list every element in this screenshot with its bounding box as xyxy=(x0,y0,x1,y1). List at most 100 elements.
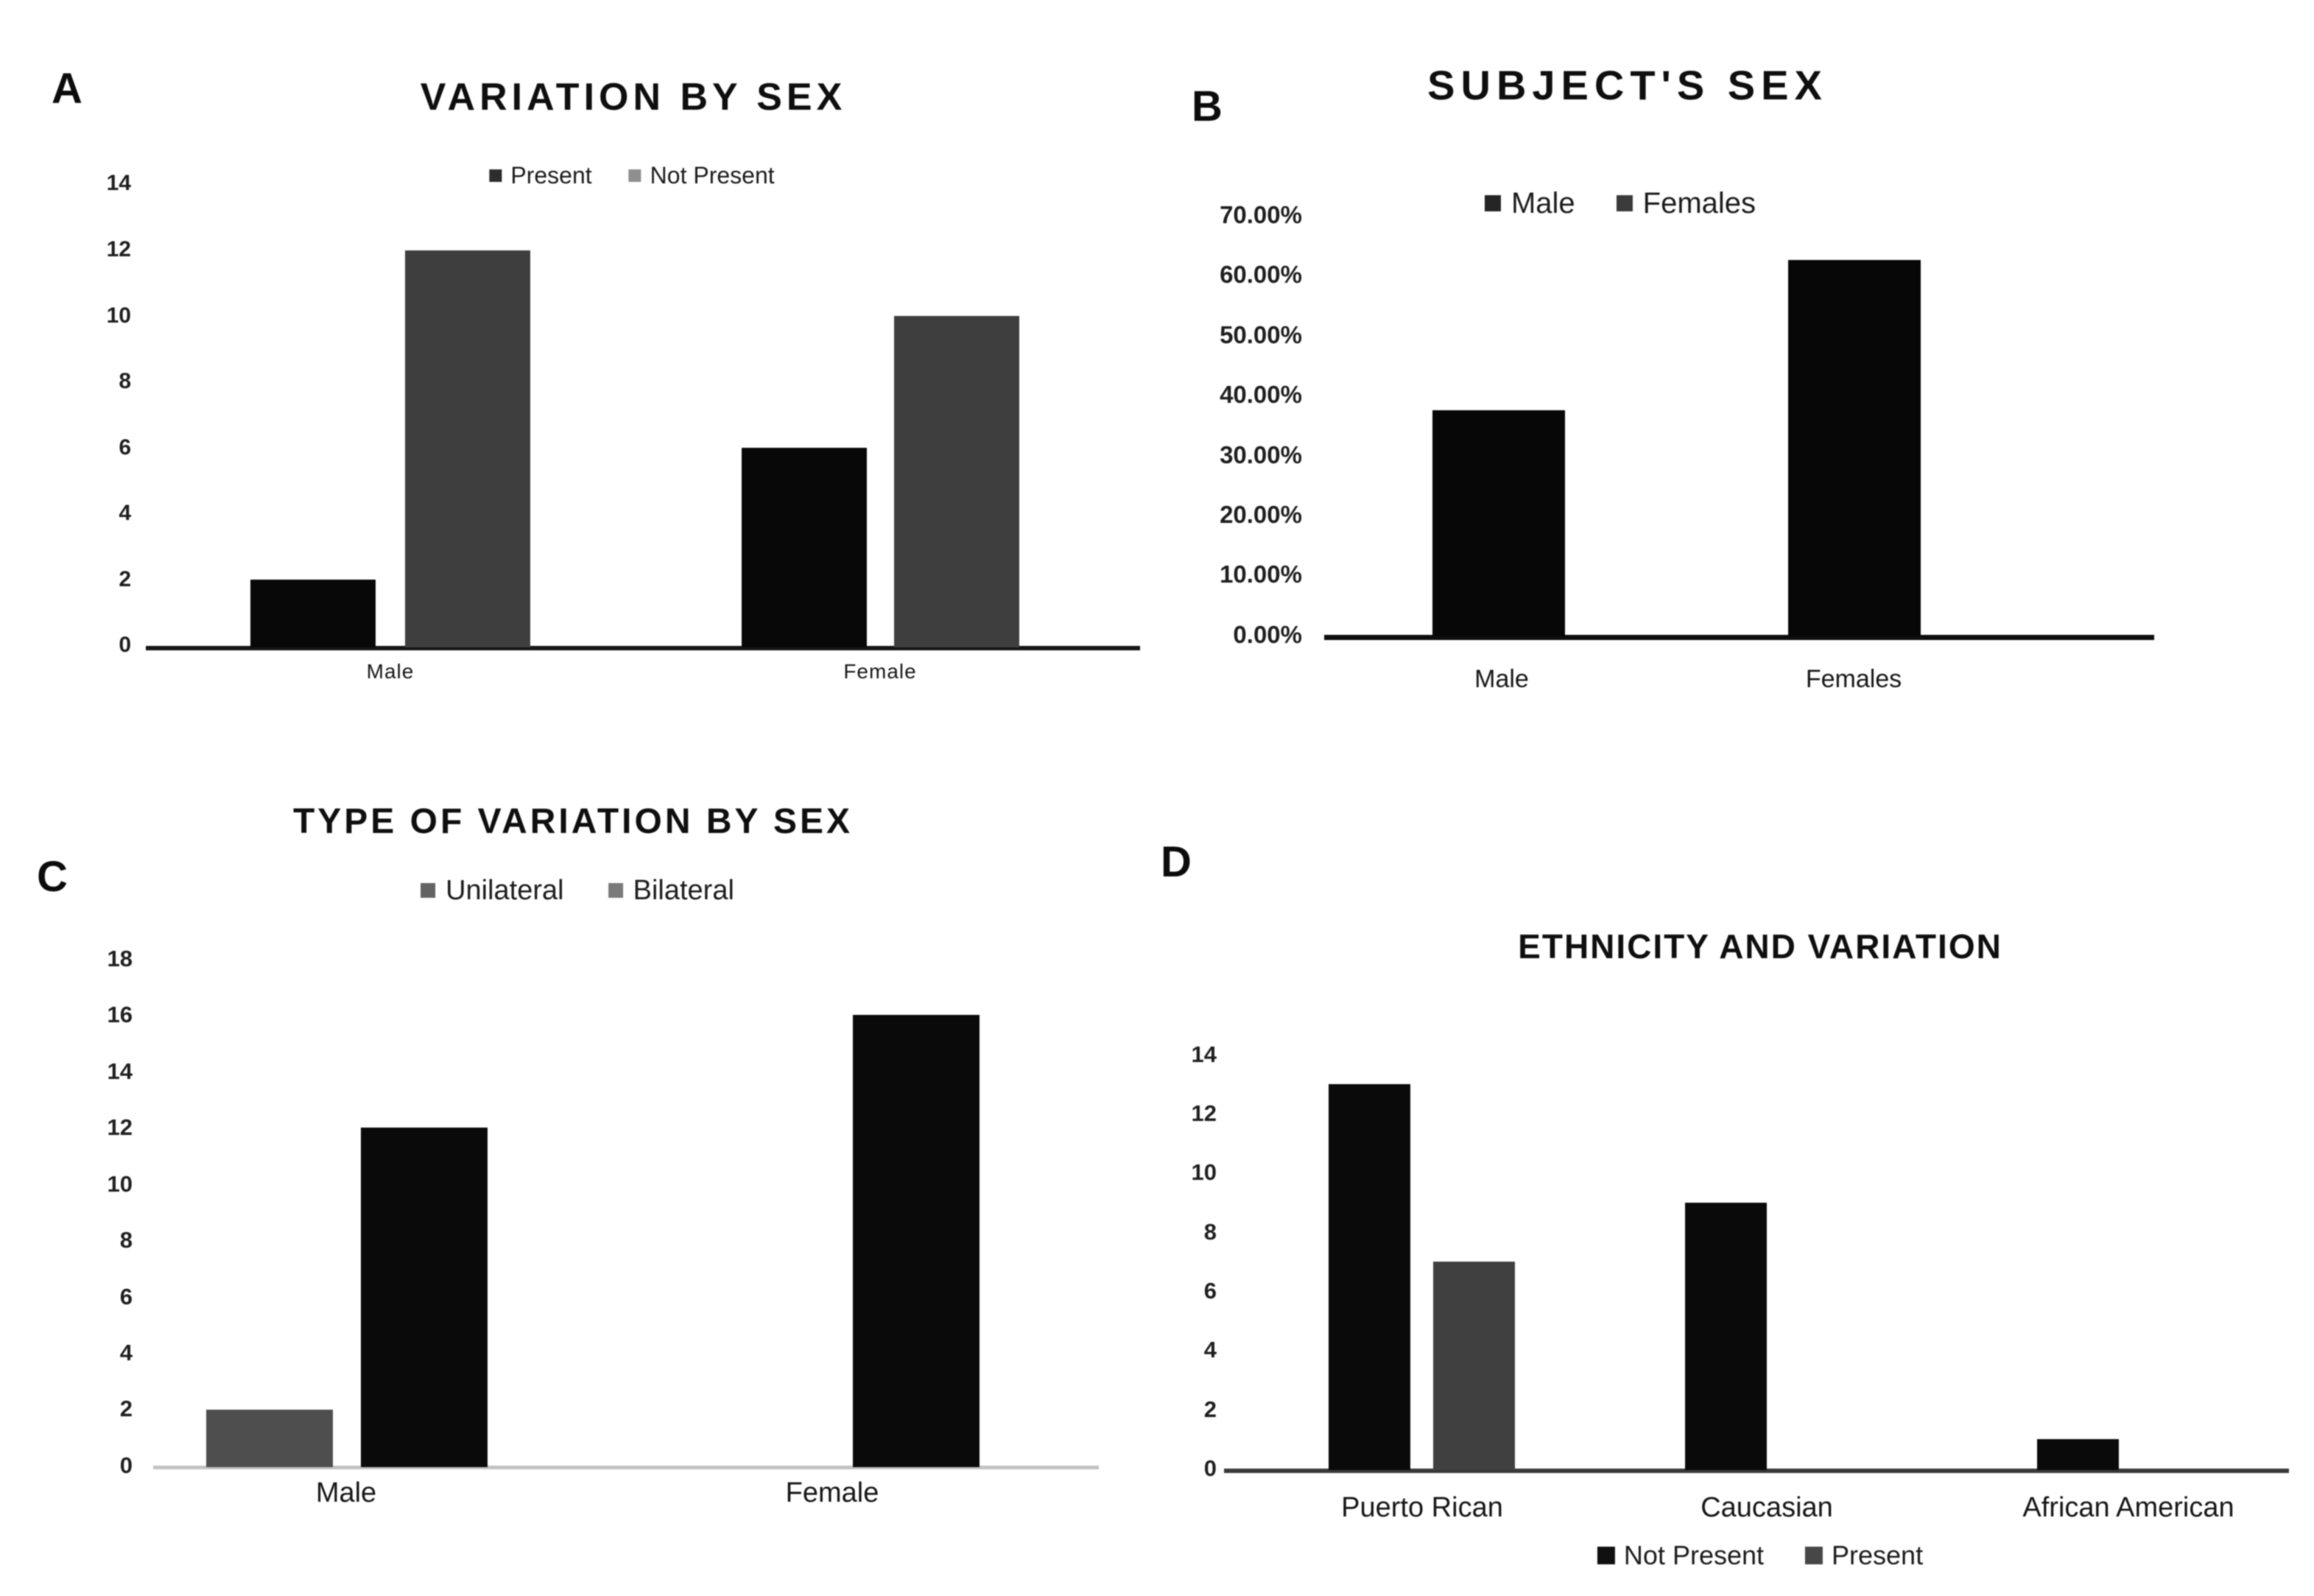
legend-swatch-not-present xyxy=(628,169,641,182)
chart-title: SUBJECT'S SEX xyxy=(1427,62,1828,108)
legend-item: Unilateral xyxy=(421,876,564,904)
y-tick-label: 2 xyxy=(1203,1396,1217,1422)
x-category-label: Female xyxy=(843,660,917,683)
legend-item: Females xyxy=(1616,187,1756,219)
legend-swatch-present xyxy=(1805,1547,1824,1564)
y-tick-label: 2 xyxy=(119,1396,133,1422)
y-tick-label: 4 xyxy=(119,1339,133,1365)
legend: Not Present Present xyxy=(1597,1542,1923,1569)
legend: Present Not Present xyxy=(489,162,775,189)
bar-present xyxy=(250,580,376,647)
y-tick-label: 40.00% xyxy=(1220,381,1302,409)
legend-label: Females xyxy=(1642,187,1756,219)
bar-not-present xyxy=(405,250,530,647)
y-tick-label: 6 xyxy=(1203,1278,1217,1304)
y-tick-label: 10 xyxy=(1191,1159,1217,1186)
y-tick-label: 14 xyxy=(106,171,131,196)
y-tick-label: 10 xyxy=(107,1170,133,1197)
y-tick-label: 4 xyxy=(119,501,131,526)
bar-not-present xyxy=(2037,1438,2119,1470)
legend-label: Bilateral xyxy=(633,875,734,906)
panel-letter: B xyxy=(1192,82,1223,130)
y-tick-label: 14 xyxy=(1191,1041,1217,1067)
y-tick-label: 20.00% xyxy=(1220,500,1302,528)
y-tick-label: 18 xyxy=(107,945,133,971)
y-tick-label: 6 xyxy=(119,1283,133,1310)
legend-label: Present xyxy=(1832,1540,1924,1570)
legend: Unilateral Bilateral xyxy=(421,876,734,904)
legend-label: Not Present xyxy=(1623,1540,1765,1570)
legend-item: Male xyxy=(1484,187,1575,219)
x-category-label: Male xyxy=(366,660,415,683)
bar-unilateral xyxy=(206,1409,333,1467)
y-tick-label: 60.00% xyxy=(1220,261,1302,289)
y-tick-label: 70.00% xyxy=(1220,200,1302,228)
chart-title: TYPE OF VARIATION BY SEX xyxy=(292,802,854,841)
y-tick-label: 14 xyxy=(107,1058,133,1084)
legend-swatch-present xyxy=(489,169,502,182)
y-tick-label: 10 xyxy=(106,303,131,328)
y-tick-label: 16 xyxy=(107,1002,133,1028)
x-axis-line xyxy=(146,646,1140,650)
legend-label: Present xyxy=(510,162,592,189)
x-category-label: Male xyxy=(315,1477,377,1508)
legend-item: Present xyxy=(489,162,592,189)
bar-male xyxy=(1432,409,1565,636)
y-tick-label: 10.00% xyxy=(1220,560,1302,588)
bar-present xyxy=(1433,1262,1515,1470)
y-tick-label: 2 xyxy=(119,566,131,591)
y-tick-label: 8 xyxy=(1203,1218,1217,1245)
legend-item: Bilateral xyxy=(608,876,734,904)
bar-bilateral xyxy=(361,1128,488,1467)
y-tick-label: 8 xyxy=(119,1227,133,1254)
x-category-label: Caucasian xyxy=(1701,1492,1833,1523)
x-category-label: Puerto Rican xyxy=(1341,1492,1503,1523)
legend-item: Present xyxy=(1805,1542,1923,1569)
x-axis-line xyxy=(1224,1469,2289,1473)
legend-label: Unilateral xyxy=(446,875,564,906)
y-tick-label: 12 xyxy=(1191,1100,1217,1127)
x-category-label: Female xyxy=(785,1477,879,1508)
bar-bilateral xyxy=(853,1015,980,1467)
panel-letter: D xyxy=(1161,838,1192,886)
x-category-label: African American xyxy=(2022,1492,2234,1523)
chart-title: ETHNICITY AND VARIATION xyxy=(1518,927,2002,966)
y-tick-label: 4 xyxy=(1203,1337,1217,1363)
x-axis-line xyxy=(1324,635,2154,640)
legend-swatch-male xyxy=(1484,195,1501,211)
bar-females xyxy=(1788,260,1921,636)
bar-not-present xyxy=(894,316,1019,647)
panel-letter: A xyxy=(52,65,82,113)
legend-swatch-bilateral xyxy=(608,883,623,898)
x-category-label: Females xyxy=(1805,665,1902,693)
y-tick-label: 0 xyxy=(1203,1455,1217,1481)
y-tick-label: 50.00% xyxy=(1220,320,1302,348)
chart-title: VARIATION BY SEX xyxy=(420,76,847,119)
legend-swatch-not-present xyxy=(1597,1547,1615,1564)
y-tick-label: 12 xyxy=(107,1114,133,1141)
panel-letter: C xyxy=(37,853,68,901)
legend-label: Male xyxy=(1511,187,1575,219)
legend-label: Not Present xyxy=(650,162,775,189)
legend-item: Not Present xyxy=(1597,1542,1764,1569)
x-category-label: Male xyxy=(1474,665,1529,693)
legend-swatch-females xyxy=(1616,195,1633,211)
y-tick-label: 12 xyxy=(106,236,131,261)
legend: Male Females xyxy=(1484,187,1756,219)
legend-item: Not Present xyxy=(628,162,775,189)
legend-swatch-unilateral xyxy=(421,883,436,898)
y-tick-label: 6 xyxy=(119,435,131,460)
y-tick-label: 30.00% xyxy=(1220,440,1302,468)
bar-not-present xyxy=(1329,1084,1410,1470)
bar-not-present xyxy=(1685,1202,1767,1470)
x-axis-line xyxy=(153,1466,1099,1469)
bar-present xyxy=(742,448,867,647)
y-tick-label: 0 xyxy=(119,633,131,658)
y-tick-label: 0 xyxy=(119,1452,133,1478)
y-tick-label: 0.00% xyxy=(1233,620,1302,648)
